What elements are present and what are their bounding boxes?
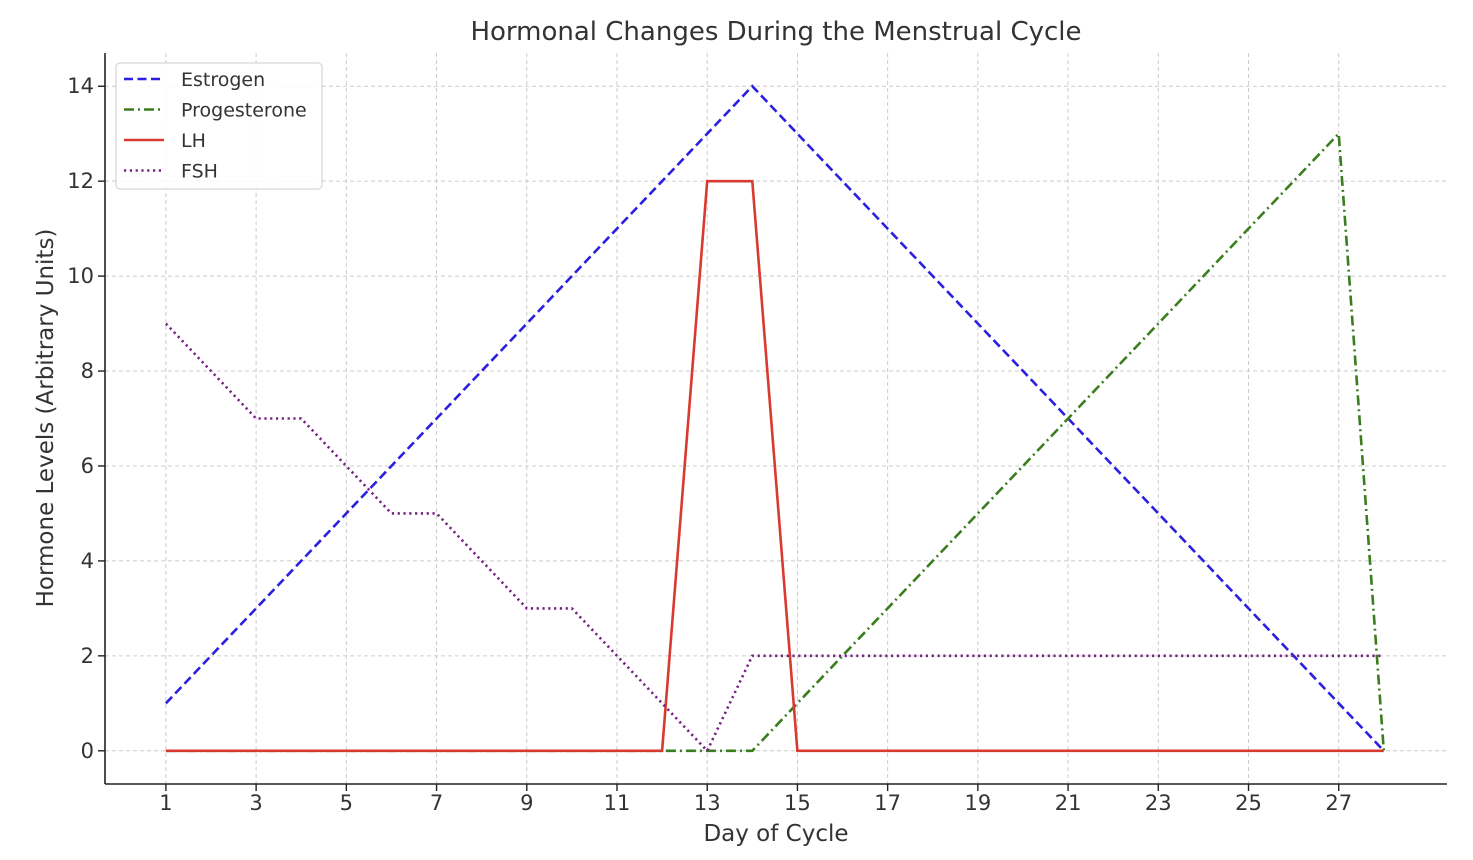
y-tick-label: 2 (81, 644, 94, 668)
chart-title: Hormonal Changes During the Menstrual Cy… (470, 17, 1081, 47)
legend-label-lh: LH (181, 130, 206, 152)
series-line-progesterone (165, 130, 1386, 753)
x-tick-label: 17 (874, 791, 901, 815)
y-tick-label: 14 (67, 74, 94, 98)
y-axis-label: Hormone Levels (Arbitrary Units) (33, 229, 59, 608)
x-axis-label: Day of Cycle (703, 821, 848, 847)
series-layer (164, 84, 1386, 754)
x-tick-label: 1 (159, 791, 172, 815)
x-tick-label: 7 (430, 791, 443, 815)
series-line-fsh (164, 322, 1384, 754)
x-tick-label: 11 (604, 791, 631, 815)
y-tick-label: 0 (81, 739, 94, 763)
x-tick-label: 13 (694, 791, 721, 815)
x-tick-label: 25 (1235, 791, 1262, 815)
y-tick-label: 10 (67, 264, 94, 288)
x-tick-label: 15 (784, 791, 811, 815)
x-tick-label: 27 (1325, 791, 1352, 815)
y-tick-label: 6 (81, 454, 94, 478)
y-axis-ticks: 0 2 4 6 8 10 12 14 (67, 74, 105, 763)
x-tick-label: 5 (340, 791, 353, 815)
x-tick-label: 3 (249, 791, 262, 815)
legend-label-fsh: FSH (181, 161, 218, 183)
x-tick-label: 19 (964, 791, 991, 815)
x-axis-ticks: 1 3 5 7 9 11 13 15 17 19 21 23 25 27 (159, 784, 1352, 815)
x-tick-label: 23 (1145, 791, 1172, 815)
legend: Estrogen Progesterone LH FSH (115, 62, 323, 190)
series-line-lh (165, 179, 1384, 753)
legend-label-estrogen: Estrogen (181, 69, 265, 91)
legend-label-progesterone: Progesterone (181, 100, 307, 122)
legend-box (115, 62, 323, 190)
y-tick-label: 4 (81, 549, 94, 573)
y-tick-label: 8 (81, 359, 94, 383)
y-tick-label: 12 (67, 169, 94, 193)
grid (105, 53, 1447, 784)
x-tick-label: 21 (1055, 791, 1082, 815)
x-tick-label: 9 (520, 791, 533, 815)
series-line-estrogen (164, 84, 1385, 752)
